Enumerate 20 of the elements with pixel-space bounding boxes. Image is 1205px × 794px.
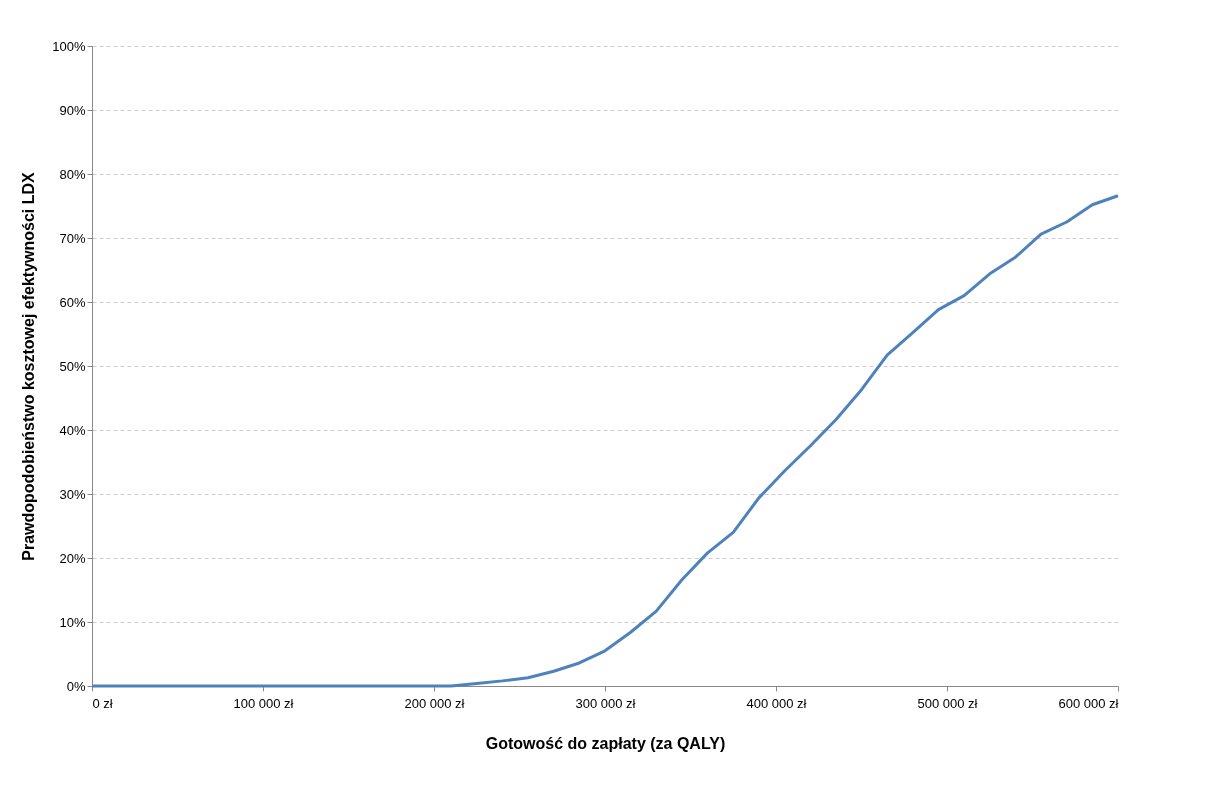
- x-axis-title: Gotowość do zapłaty (za QALY): [485, 734, 726, 752]
- x-tick-label: 100 000 zł: [233, 695, 294, 711]
- x-tick-label: 500 000 zł: [917, 695, 978, 711]
- y-tick-label: 90%: [59, 102, 86, 118]
- x-tick-label: 600 000 zł: [1058, 695, 1119, 711]
- y-tick-label: 0%: [66, 678, 86, 694]
- y-tick-label: 30%: [59, 486, 86, 502]
- y-tick-label: 20%: [59, 550, 86, 566]
- y-axis-title: Prawdopodobieństwo kosztowej efektywności LDX: [20, 171, 38, 561]
- x-tick-label: 300 000 zł: [575, 695, 636, 711]
- x-tick-label: 400 000 zł: [746, 695, 807, 711]
- y-tick-label: 60%: [59, 294, 86, 310]
- y-tick-label: 10%: [59, 614, 86, 630]
- y-tick-label: 70%: [59, 230, 86, 246]
- x-tick-label: 200 000 zł: [404, 695, 465, 711]
- y-tick-label: 100%: [52, 38, 86, 54]
- x-tick-label: 0 zł: [92, 695, 113, 711]
- y-tick-label: 50%: [59, 358, 86, 374]
- y-tick-label: 80%: [59, 166, 86, 182]
- y-tick-label: 40%: [59, 422, 86, 438]
